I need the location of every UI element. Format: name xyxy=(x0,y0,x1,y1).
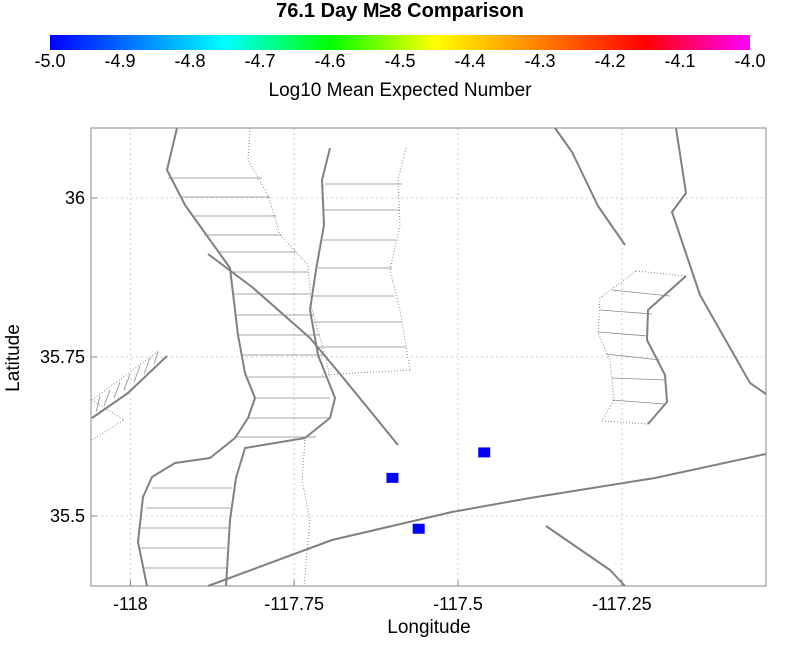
colorbar-tick-label: -4.4 xyxy=(454,51,486,71)
y-tick-label: 35.75 xyxy=(40,347,85,367)
gridlines xyxy=(91,128,766,586)
x-tick-label: -118 xyxy=(113,594,148,614)
colorbar-tick-label: -4.3 xyxy=(524,51,556,71)
zone-outline xyxy=(389,147,411,371)
x-axis-label: Longitude xyxy=(387,617,471,638)
fault-trace xyxy=(554,127,626,246)
colorbar-tick-label: -4.5 xyxy=(384,51,416,71)
forecast-cell-marker xyxy=(478,447,491,458)
colorbar-tick-label: -4.6 xyxy=(314,51,346,71)
forecast-cells xyxy=(386,447,491,534)
zone-outline xyxy=(635,270,687,277)
colorbar-tick-label: -5.0 xyxy=(34,51,66,71)
map-title: 76.1 Day M≥8 Comparison xyxy=(276,0,524,22)
fault-trace xyxy=(225,147,336,587)
zone-outline xyxy=(247,127,331,379)
zone-outline xyxy=(597,270,649,425)
fault-trace xyxy=(671,127,767,395)
fault-trace xyxy=(646,275,687,425)
fault-trace xyxy=(207,453,767,587)
forecast-cell-marker xyxy=(412,523,425,534)
colorbar-label: Log10 Mean Expected Number xyxy=(268,80,532,101)
zone-outline xyxy=(301,439,311,587)
colorbar xyxy=(50,35,750,50)
colorbar-tick-label: -4.9 xyxy=(104,51,136,71)
zone-outline xyxy=(91,349,161,401)
colorbar-tick-label: -4.2 xyxy=(594,51,626,71)
colorbar-tick-label: -4.8 xyxy=(174,51,206,71)
y-axis-label: Latitude xyxy=(3,324,24,392)
forecast-cell-marker xyxy=(386,472,399,483)
x-tick-label: -117.5 xyxy=(433,594,483,614)
zone-hatching xyxy=(95,177,671,569)
fault-zone-outlines xyxy=(91,127,687,587)
fault-trace xyxy=(207,253,399,446)
axis-ticks: -118 -117.75 -117.5 -117.25 36 35.75 35.5 xyxy=(40,188,652,614)
fault-trace xyxy=(545,525,626,587)
x-tick-label: -117.25 xyxy=(592,594,652,614)
colorbar-tick-label: -4.1 xyxy=(664,51,696,71)
y-tick-label: 36 xyxy=(65,188,85,208)
fault-trace xyxy=(91,355,168,419)
colorbar-tick-label: -4.7 xyxy=(244,51,276,71)
y-tick-label: 35.5 xyxy=(50,506,85,526)
colorbar-tick-label: -4.0 xyxy=(734,51,766,71)
zone-outline xyxy=(91,399,125,441)
zone-outline xyxy=(321,369,411,376)
x-tick-label: -117.75 xyxy=(264,594,324,614)
